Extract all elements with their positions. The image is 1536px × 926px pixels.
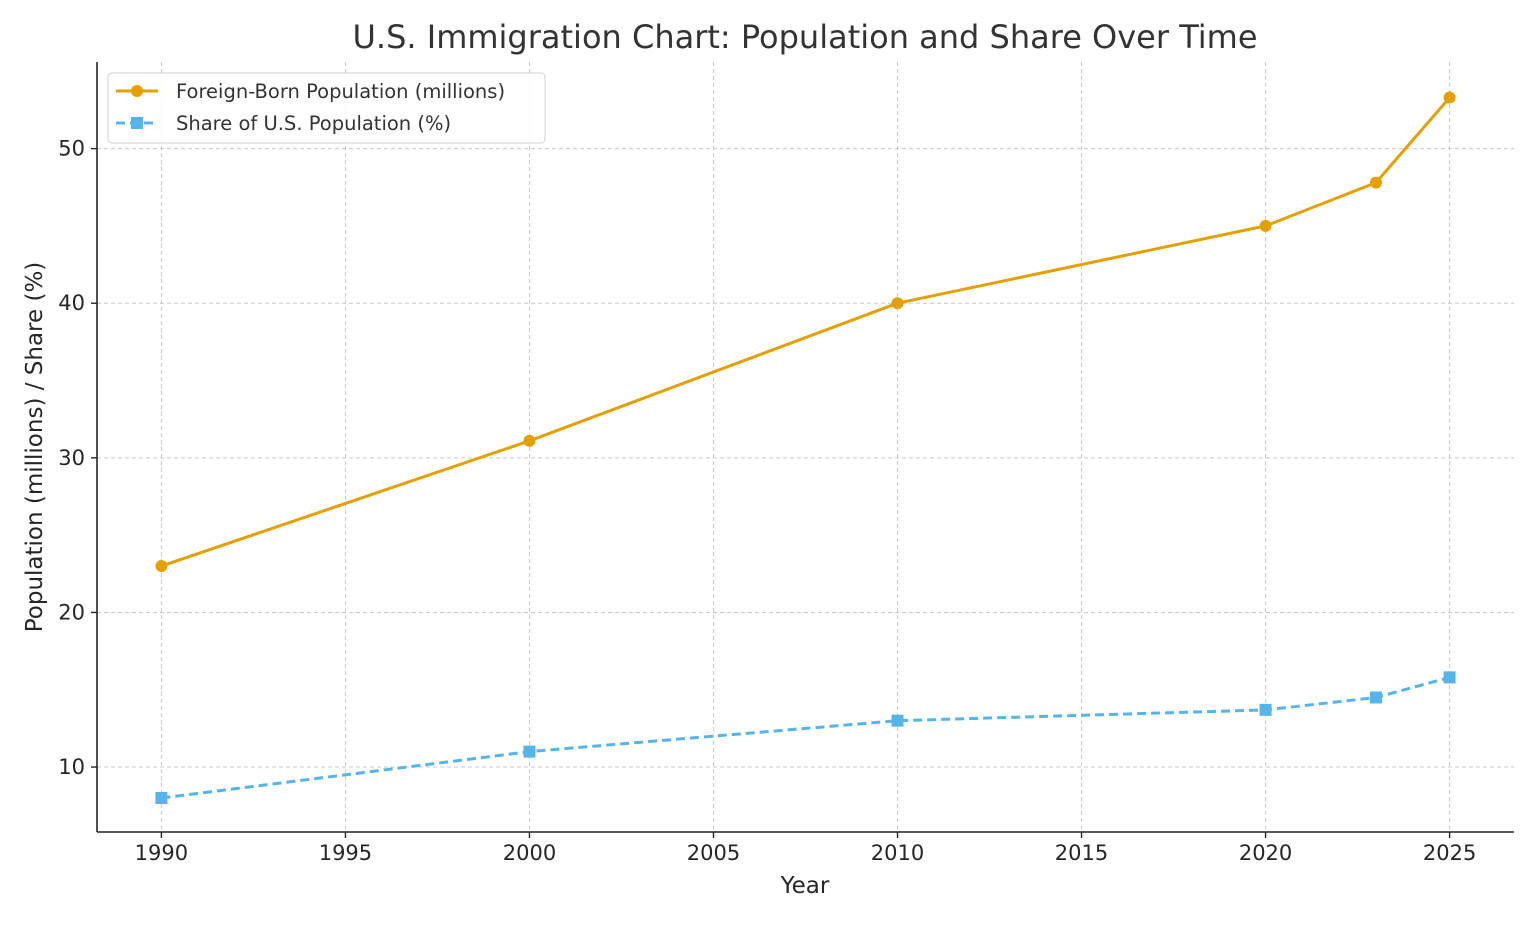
- legend-marker: [131, 117, 143, 129]
- data-point: [1369, 691, 1382, 704]
- data-point: [155, 560, 168, 573]
- x-tick-label: 2020: [1239, 841, 1292, 865]
- data-point: [1259, 219, 1272, 232]
- x-tick-label: 2005: [687, 841, 740, 865]
- x-tick-label: 2015: [1055, 841, 1108, 865]
- y-tick-label: 10: [58, 755, 85, 779]
- y-tick-label: 40: [58, 291, 85, 315]
- legend-label: Foreign-Born Population (millions): [176, 80, 505, 103]
- x-tick-label: 2010: [871, 841, 924, 865]
- data-point: [1259, 703, 1272, 716]
- legend-box: [107, 72, 546, 144]
- data-point: [891, 297, 904, 310]
- data-point: [1443, 671, 1456, 684]
- y-tick-label: 50: [58, 137, 85, 161]
- series-group: [155, 91, 1456, 804]
- legend-entry: Share of U.S. Population (%): [116, 112, 451, 135]
- x-axis-label: Year: [780, 873, 830, 899]
- data-point: [891, 714, 904, 727]
- data-point: [1369, 176, 1382, 189]
- x-tick-label: 2025: [1423, 841, 1476, 865]
- data-point: [523, 434, 536, 447]
- x-tick-label: 2000: [503, 841, 556, 865]
- data-point: [523, 745, 536, 758]
- y-axis-label: Population (millions) / Share (%): [22, 262, 48, 633]
- legend: Foreign-Born Population (millions) Share …: [107, 72, 546, 144]
- series-line: [160, 96, 1451, 568]
- series-1: [155, 91, 1456, 573]
- legend-marker: [131, 85, 143, 97]
- series-2: [155, 671, 1456, 804]
- series-line: [161, 675, 1450, 800]
- y-tick-label: 30: [58, 446, 85, 470]
- axes: 1990 1995 2000 2005 2010 2015 2020 2025 10 20 30 40…: [58, 62, 1514, 865]
- chart-title: U.S. Immigration Chart: Population and S…: [353, 18, 1258, 56]
- data-point: [1443, 91, 1456, 104]
- x-tick-label: 1990: [135, 841, 188, 865]
- legend-entry: Foreign-Born Population (millions): [116, 80, 505, 103]
- x-tick-label: 1995: [319, 841, 372, 865]
- data-point: [155, 791, 168, 804]
- y-tick-label: 20: [58, 600, 85, 624]
- legend-label: Share of U.S. Population (%): [176, 112, 451, 135]
- grid: [97, 62, 1514, 832]
